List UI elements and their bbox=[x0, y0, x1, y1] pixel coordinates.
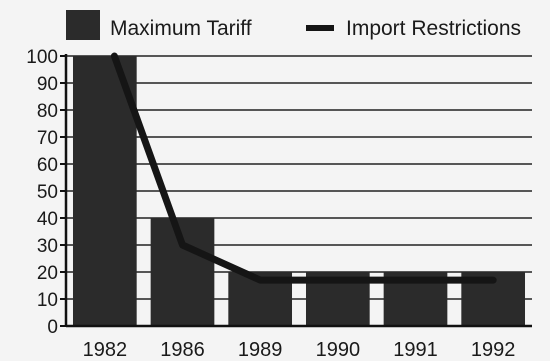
y-tick-label-50: 50 bbox=[37, 182, 58, 203]
y-tick-label-10: 10 bbox=[37, 290, 58, 311]
y-axis-ticks: 0 10 20 30 40 50 60 70 80 90 100 bbox=[26, 47, 66, 338]
y-tick-label-30: 30 bbox=[37, 236, 58, 257]
y-tick-label-0: 0 bbox=[47, 317, 58, 338]
x-tick-label-1990: 1990 bbox=[316, 339, 361, 361]
x-tick-label-1989: 1989 bbox=[238, 339, 283, 361]
x-tick-label-1991: 1991 bbox=[393, 339, 438, 361]
legend: Maximum Tariff Import Restrictions bbox=[66, 10, 521, 40]
bar-1982 bbox=[72, 56, 137, 326]
y-tick-label-100: 100 bbox=[26, 47, 58, 68]
y-tick-label-40: 40 bbox=[37, 209, 58, 230]
legend-swatch-import-restrictions bbox=[306, 25, 334, 31]
y-tick-label-80: 80 bbox=[37, 101, 58, 122]
y-tick-label-90: 90 bbox=[37, 74, 58, 95]
x-axis-ticks: 1982 1986 1989 1990 1991 1992 bbox=[83, 339, 516, 361]
y-tick-label-60: 60 bbox=[37, 155, 58, 176]
y-tick-label-70: 70 bbox=[37, 128, 58, 149]
bars bbox=[72, 56, 526, 326]
legend-label-import-restrictions: Import Restrictions bbox=[346, 17, 521, 40]
y-tick-label-20: 20 bbox=[37, 263, 58, 284]
x-tick-label-1992: 1992 bbox=[471, 339, 516, 361]
legend-label-maximum-tariff: Maximum Tariff bbox=[110, 17, 252, 40]
line-import-restrictions bbox=[110, 52, 497, 284]
x-tick-label-1982: 1982 bbox=[83, 339, 128, 361]
legend-swatch-maximum-tariff bbox=[66, 10, 100, 40]
x-tick-label-1986: 1986 bbox=[160, 339, 205, 361]
bar-1986 bbox=[150, 218, 215, 326]
line-series bbox=[110, 52, 497, 284]
